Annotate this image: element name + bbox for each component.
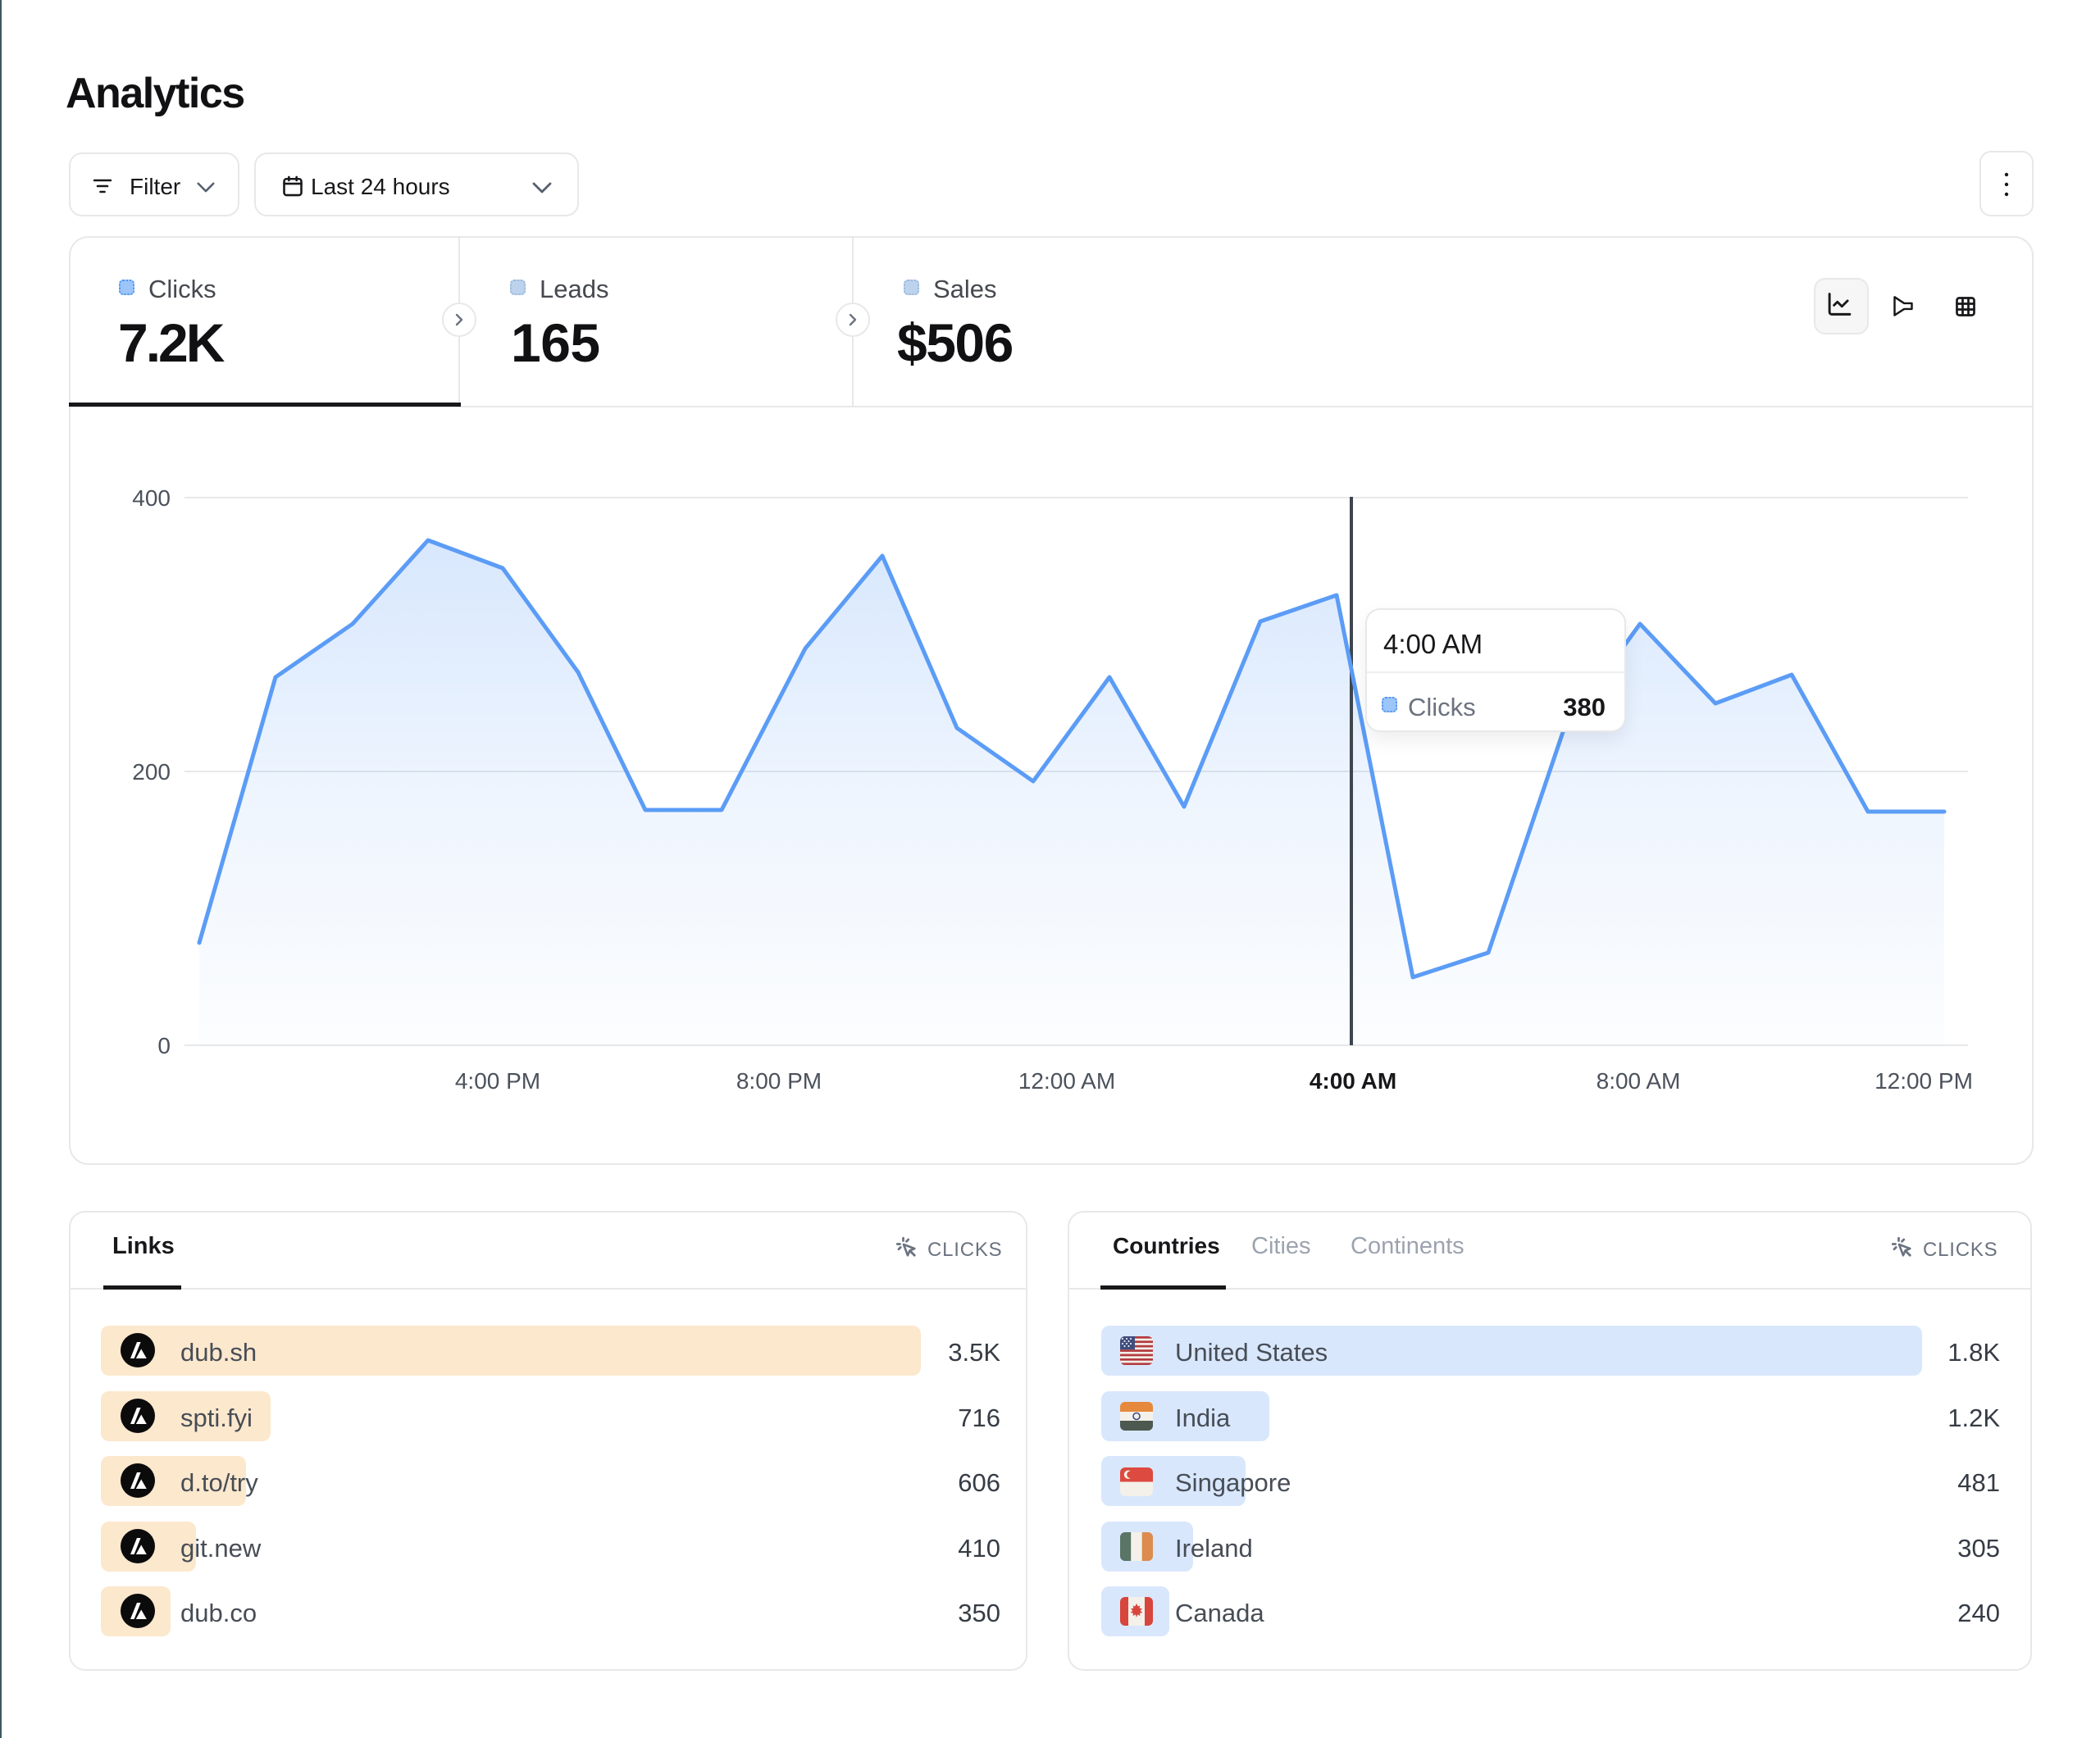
svg-text:200: 200	[132, 759, 171, 785]
svg-text:8:00 AM: 8:00 AM	[1597, 1068, 1681, 1094]
svg-text:4:00 PM: 4:00 PM	[455, 1068, 540, 1094]
svg-text:12:00 PM: 12:00 PM	[1875, 1068, 1973, 1094]
svg-text:8:00 PM: 8:00 PM	[736, 1068, 822, 1094]
svg-text:12:00 AM: 12:00 AM	[1018, 1068, 1115, 1094]
svg-text:400: 400	[132, 485, 171, 511]
svg-text:4:00 AM: 4:00 AM	[1310, 1068, 1396, 1094]
svg-text:0: 0	[157, 1033, 171, 1058]
